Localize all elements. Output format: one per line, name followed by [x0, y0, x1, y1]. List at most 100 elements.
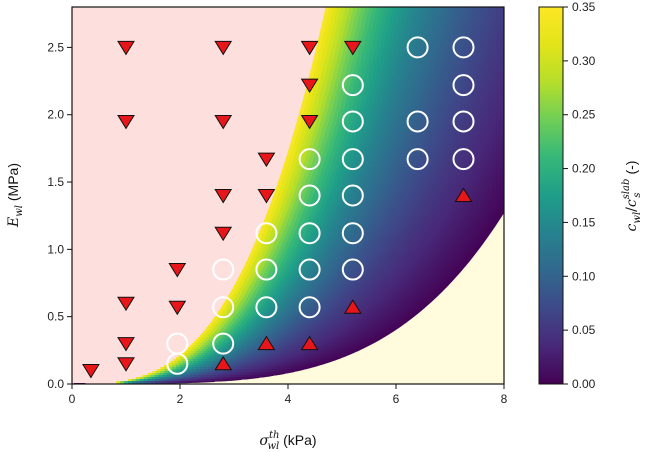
heatmap-cell [480, 113, 485, 116]
heatmap-cell [417, 19, 422, 22]
heatmap-cell [322, 153, 328, 156]
heatmap-cell [388, 11, 393, 14]
heatmap-cell [348, 109, 353, 112]
heatmap-cell [380, 25, 386, 28]
heatmap-cell [433, 81, 438, 84]
heatmap-cell [330, 97, 336, 100]
heatmap-cell [326, 155, 331, 158]
heatmap-cell [448, 113, 454, 116]
heatmap-cell [334, 151, 340, 154]
heatmap-cell [337, 143, 343, 146]
heatmap-cell [468, 21, 473, 24]
heatmap-cell [354, 65, 360, 68]
heatmap-cell [480, 67, 485, 70]
heatmap-cell [456, 137, 461, 140]
heatmap-cell [460, 29, 465, 32]
heatmap-cell [488, 137, 493, 140]
heatmap-cell [327, 15, 333, 18]
heatmap-cell [441, 51, 446, 54]
heatmap-cell [437, 51, 442, 54]
heatmap-cell [409, 143, 414, 146]
heatmap-cell [476, 133, 481, 136]
heatmap-cell [337, 117, 343, 120]
heatmap-cell [378, 15, 384, 18]
heatmap-cell [448, 77, 453, 80]
heatmap-cell [468, 69, 474, 72]
heatmap-cell [412, 89, 418, 92]
heatmap-cell [372, 63, 377, 66]
heatmap-cell [420, 133, 426, 136]
heatmap-cell [388, 123, 393, 126]
heatmap-cell [377, 57, 382, 60]
heatmap-cell [420, 7, 426, 10]
heatmap-cell [441, 33, 446, 36]
heatmap-cell [369, 21, 375, 24]
heatmap-cell [368, 43, 374, 46]
heatmap-cell [361, 71, 367, 74]
heatmap-cell [429, 17, 434, 20]
heatmap-cell [389, 53, 395, 56]
heatmap-cell [408, 135, 413, 138]
heatmap-cell [440, 11, 445, 14]
heatmap-cell [333, 75, 338, 78]
heatmap-cell [452, 39, 458, 42]
heatmap-cell [472, 131, 477, 134]
heatmap-cell [297, 133, 302, 136]
heatmap-cell [468, 79, 473, 82]
heatmap-cell [468, 73, 473, 76]
heatmap-cell [393, 141, 399, 144]
heatmap-cell [500, 43, 504, 46]
heatmap-cell [472, 141, 477, 144]
heatmap-cell [456, 69, 462, 72]
heatmap-cell [333, 129, 339, 132]
heatmap-cell [406, 31, 411, 34]
heatmap-cell [344, 137, 349, 140]
heatmap-cell [385, 73, 390, 76]
heatmap-cell [382, 81, 387, 84]
heatmap-cell [305, 105, 310, 108]
heatmap-cell [424, 101, 430, 104]
heatmap-cell [373, 69, 379, 72]
heatmap-cell [460, 67, 466, 70]
heatmap-cell [476, 87, 481, 90]
heatmap-cell [432, 103, 438, 106]
heatmap-cell [370, 17, 375, 20]
heatmap-cell [480, 115, 485, 118]
heatmap-cell [396, 119, 402, 122]
heatmap-cell [500, 7, 504, 10]
heatmap-cell [416, 135, 421, 138]
heatmap-cell [484, 69, 489, 72]
heatmap-cell [346, 67, 352, 70]
heatmap-cell [365, 89, 370, 92]
heatmap-cell [464, 147, 469, 150]
heatmap-cell [424, 89, 430, 92]
heatmap-cell [368, 47, 373, 50]
heatmap-cell [369, 7, 374, 10]
heatmap-cell [400, 103, 406, 106]
heatmap-cell [393, 115, 398, 118]
heatmap-cell [425, 33, 431, 36]
heatmap-cell [464, 49, 470, 52]
heatmap-cell [400, 59, 406, 62]
heatmap-cell [362, 153, 367, 156]
heatmap-cell [364, 43, 370, 46]
heatmap-cell [441, 35, 446, 38]
heatmap-cell [492, 119, 497, 122]
heatmap-cell [310, 155, 315, 158]
heatmap-cell [373, 115, 379, 118]
heatmap-cell [456, 11, 461, 14]
heatmap-cell [320, 45, 326, 48]
heatmap-cell [382, 111, 387, 114]
heatmap-cell [350, 85, 355, 88]
heatmap-cell [332, 121, 338, 124]
heatmap-cell [369, 99, 375, 102]
heatmap-cell [385, 19, 391, 22]
heatmap-cell [468, 137, 473, 140]
heatmap-cell [357, 101, 363, 104]
heatmap-cell [488, 35, 493, 38]
heatmap-cell [429, 81, 434, 84]
heatmap-cell [373, 57, 378, 60]
heatmap-cell [392, 63, 397, 66]
heatmap-cell [476, 47, 481, 50]
heatmap-cell [440, 75, 445, 78]
